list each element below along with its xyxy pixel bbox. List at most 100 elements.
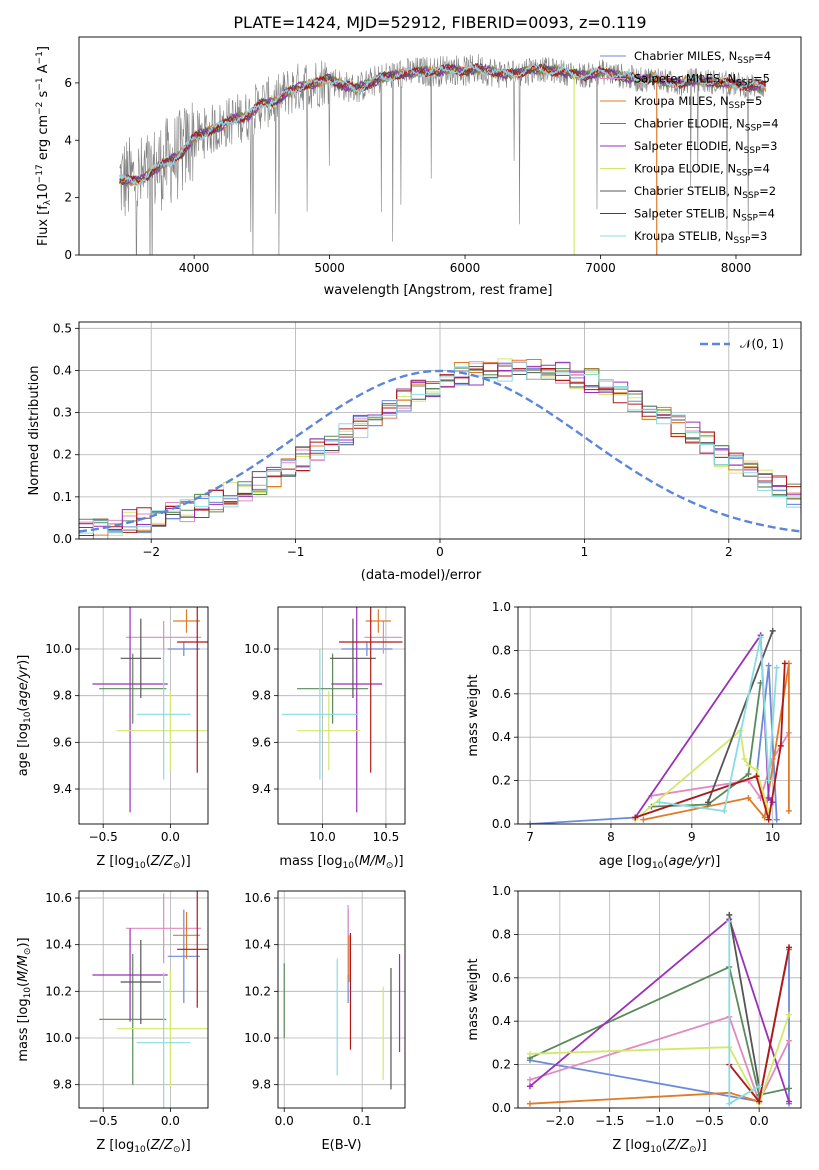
y-tick-label: 10.4	[45, 938, 72, 952]
panel-mass_weight_vs_Z: −2.0 −1.5 −1.0 −0.5 0.0 0.0 0.2 0.4 0.6 0.8 1.0 Z […	[466, 884, 802, 1155]
weight-marker	[765, 777, 772, 784]
legend-label: 𝒩(0, 1)	[740, 337, 784, 351]
x-tick-label: −2.0	[545, 1114, 574, 1128]
weight-marker	[786, 1085, 793, 1092]
weight-marker	[632, 814, 639, 821]
y-tick-label: 0.6	[492, 687, 511, 701]
y-tick-label: 10.6	[45, 891, 72, 905]
weight-marker	[745, 794, 752, 801]
x-tick-label: 0.0	[161, 1114, 180, 1128]
y-tick-label: 0.0	[492, 1101, 511, 1115]
weight-marker	[640, 816, 647, 823]
weight-marker	[769, 627, 776, 634]
weight-marker	[705, 799, 712, 806]
grid	[79, 607, 208, 824]
axes-frame	[78, 321, 802, 540]
plot-area	[518, 891, 801, 1108]
model-spectrum-salpeter-stelib	[119, 62, 767, 185]
weight-marker	[741, 755, 748, 762]
weight-marker	[765, 794, 772, 801]
x-tick-label: 7000	[585, 261, 616, 275]
weight-marker	[773, 816, 780, 823]
y-tick-label: 0.8	[492, 643, 511, 657]
model-spectrum-kroupa-stelib	[119, 63, 767, 186]
x-tick-label: −0.5	[695, 1114, 724, 1128]
axes-frame	[277, 890, 406, 1109]
y-axis-label: mass weight	[466, 674, 481, 756]
x-axis-label: Z [log10(Z/Z⊙)]	[612, 1138, 706, 1155]
weight-marker	[756, 1098, 763, 1105]
weight-marker	[726, 918, 733, 925]
y-tick-label: 6	[64, 76, 72, 90]
legend-label: Kroupa MILES, NSSP=5	[634, 94, 762, 111]
weight-marker	[656, 799, 663, 806]
plot-area	[79, 607, 208, 824]
histogram-salpeter-stelib	[79, 367, 801, 537]
weight-marker	[745, 771, 752, 778]
weight-marker	[777, 742, 784, 749]
normal-curve	[79, 369, 801, 533]
y-axis-label: mass [log10(M/M⊙)]	[16, 937, 33, 1061]
x-tick-label: −1.0	[645, 1114, 674, 1128]
legend-label: Salpeter STELIB, NSSP=4	[634, 207, 775, 224]
axes-frame	[517, 890, 802, 1109]
x-tick-label: 8	[607, 830, 615, 844]
weight-marker	[526, 1050, 533, 1057]
x-axis-label: wavelength [Angstrom, rest frame]	[324, 283, 553, 298]
ticks: −2 −1 0 1 2 0.0 0.1 0.2 0.3 0.4 0.5	[53, 321, 733, 559]
x-tick-label: 9	[688, 830, 696, 844]
weight-marker	[786, 1037, 793, 1044]
y-tick-label: 1.0	[492, 884, 511, 898]
weight-marker	[786, 944, 793, 951]
plot-area	[278, 891, 405, 1108]
y-tick-label: 1.0	[492, 600, 511, 614]
y-tick-label: 10.6	[244, 891, 271, 905]
weight-marker	[765, 816, 772, 823]
weight-line-chabrier-elodie	[529, 965, 790, 1097]
y-tick-label: 10.2	[244, 984, 271, 998]
x-axis-label: Z [log10(Z/Z⊙)]	[96, 1138, 190, 1155]
ticks: 4000 5000 6000 7000 8000 0 2 4 6	[64, 76, 751, 275]
y-tick-label: 0.0	[53, 532, 72, 546]
x-axis-label: E(B-V)	[321, 1138, 361, 1153]
weight-line-kroupa-elodie	[529, 1014, 790, 1106]
plot-area	[79, 891, 208, 1108]
x-tick-label: 0	[436, 545, 444, 559]
x-axis-label: age [log10(age/yr)]	[599, 854, 721, 871]
y-tick-label: 0.6	[492, 971, 511, 985]
y-tick-label: 0.0	[492, 817, 511, 831]
x-tick-label: 10	[765, 830, 780, 844]
y-tick-label: 9.6	[53, 735, 72, 749]
y-tick-label: 0.4	[492, 1014, 511, 1028]
histogram-chabrier-stelib	[79, 365, 801, 531]
ticks: −0.5 0.0 9.8 10.0 10.2 10.4 10.6	[45, 891, 180, 1128]
y-tick-label: 0.4	[492, 730, 511, 744]
weight-marker	[745, 762, 752, 769]
weight-line-chabrier-stelib	[728, 914, 760, 1087]
x-axis-label: mass [log10(M/M⊙)]	[279, 854, 403, 871]
weight-marker	[756, 1083, 763, 1090]
y-tick-label: 9.8	[252, 689, 271, 703]
plot-area	[278, 607, 405, 824]
legend-label: Chabrier MILES, NSSP=4	[634, 49, 771, 66]
panel-residuals: −2 −1 0 1 2 0.0 0.1 0.2 0.3 0.4 0.5 (data-model)/er…	[27, 321, 802, 583]
weight-marker	[785, 807, 792, 814]
x-tick-label: −0.5	[89, 1114, 118, 1128]
y-axis-label: age [log10(age/yr)]	[16, 655, 33, 777]
y-tick-label: 9.8	[252, 1078, 271, 1092]
x-tick-label: 0.0	[750, 1114, 769, 1128]
x-axis-label: Z [log10(Z/Z⊙)]	[96, 854, 190, 871]
x-tick-label: 2	[725, 545, 733, 559]
x-tick-label: 0.0	[161, 830, 180, 844]
grid	[278, 891, 405, 1108]
weight-marker	[765, 662, 772, 669]
y-tick-label: 9.4	[53, 782, 72, 796]
y-tick-label: 4	[64, 133, 72, 147]
x-tick-label: 10.5	[373, 830, 400, 844]
x-tick-label: 4000	[179, 261, 210, 275]
ticks: 7 8 9 10 0.0 0.2 0.4 0.6 0.8 1.0	[492, 600, 780, 844]
ticks: −0.5 0.0 9.4 9.6 9.8 10.0	[45, 642, 180, 844]
panel-mass_vs_ebv: 0.0 0.1 9.8 10.0 10.2 10.4 10.6 E(B-V)	[244, 890, 406, 1153]
y-tick-label: 0	[64, 248, 72, 262]
